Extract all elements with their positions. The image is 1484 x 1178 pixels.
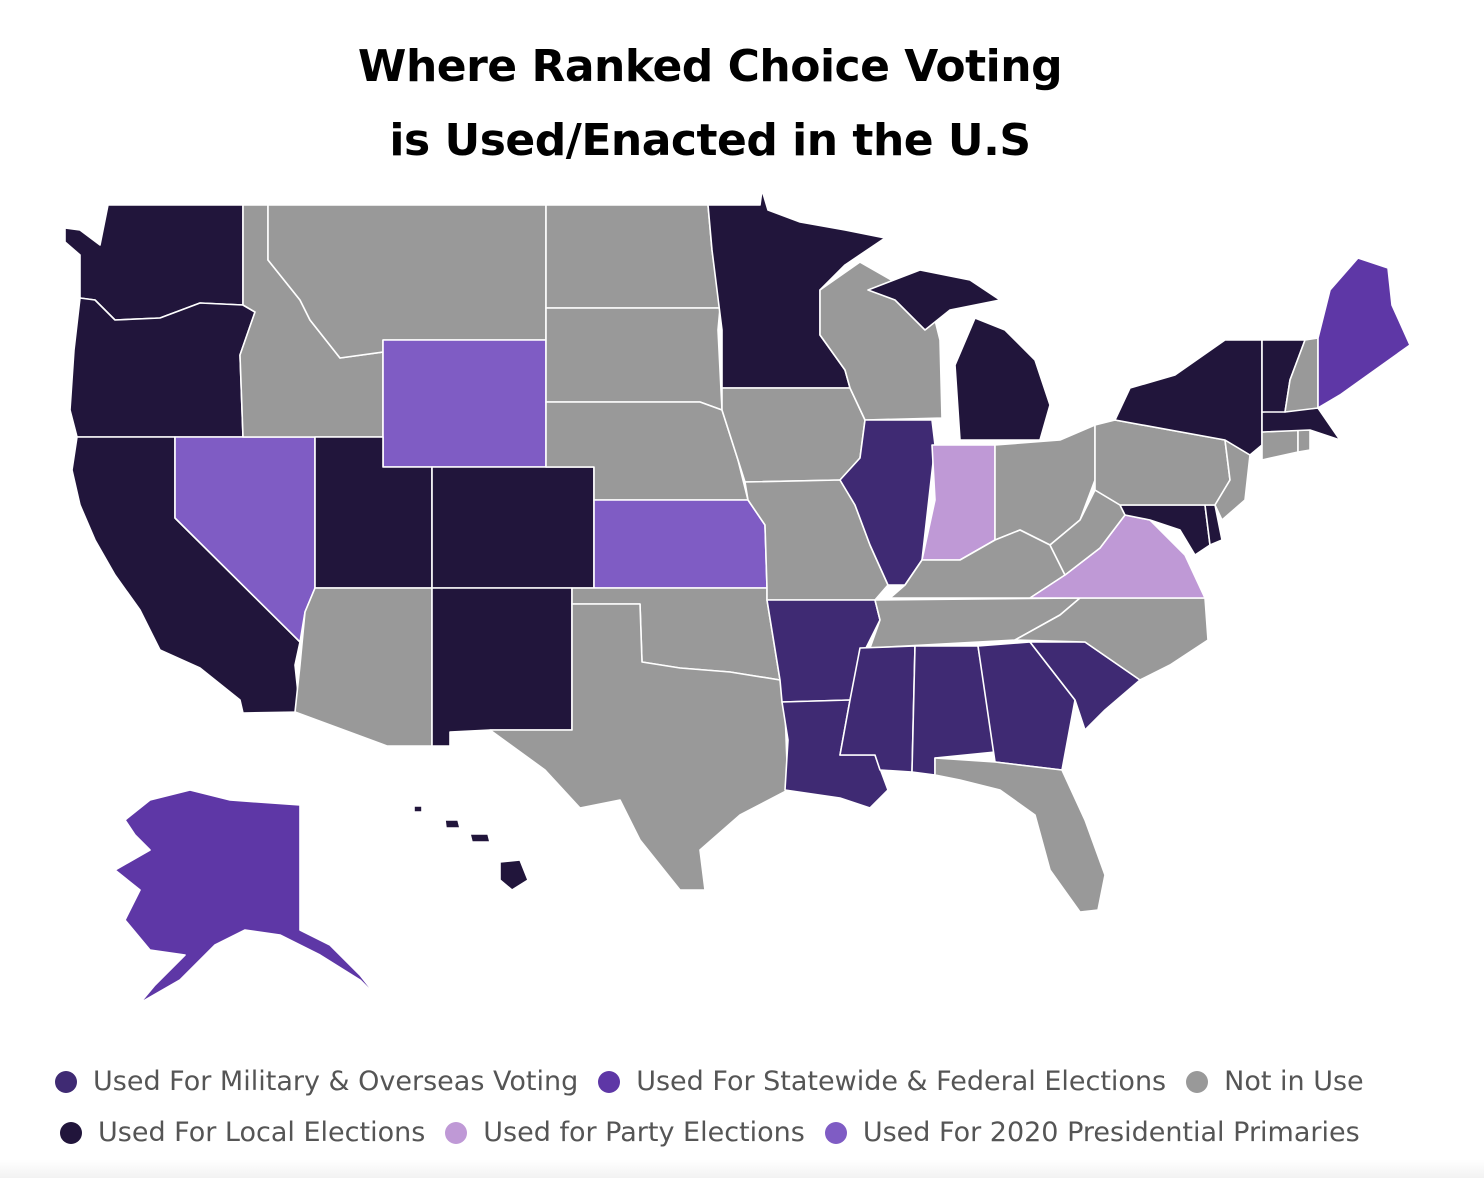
map-title-line-1: Where Ranked Choice Voting	[357, 41, 1063, 92]
legend-item-party: Used for Party Elections	[445, 1117, 805, 1148]
legend-label-primaries: Used For 2020 Presidential Primaries	[862, 1117, 1360, 1148]
legend-label-local: Used For Local Elections	[98, 1117, 426, 1148]
state-colorado[interactable]	[431, 466, 595, 589]
state-oregon[interactable]	[69, 297, 256, 438]
map-title: Where Ranked Choice Voting is Used/Enact…	[0, 30, 1420, 178]
legend-swatch-primaries	[824, 1121, 847, 1144]
state-north-dakota[interactable]	[545, 204, 721, 309]
legend-item-statewide: Used For Statewide & Federal Elections	[598, 1066, 1166, 1097]
legend-row-1: Used For Military & Overseas Voting Used…	[55, 1066, 1384, 1097]
bottom-shade	[0, 1160, 1484, 1178]
legend-label-party: Used for Party Elections	[483, 1117, 805, 1148]
state-arizona[interactable]	[294, 587, 433, 747]
legend-item-primaries: Used For 2020 Presidential Primaries	[824, 1117, 1360, 1148]
state-maine[interactable]	[1317, 257, 1411, 409]
state-rhode-island[interactable]	[1297, 429, 1311, 453]
legend-label-statewide: Used For Statewide & Federal Elections	[636, 1066, 1167, 1097]
legend-swatch-not-in-use	[1186, 1070, 1209, 1093]
legend-item-not-in-use: Not in Use	[1186, 1066, 1364, 1097]
state-florida[interactable]	[934, 757, 1106, 913]
state-kansas[interactable]	[593, 499, 768, 589]
state-michigan[interactable]	[867, 269, 1051, 441]
state-illinois[interactable]	[839, 419, 936, 586]
legend-row-2: Used For Local Elections Used for Party …	[60, 1117, 1380, 1148]
state-wyoming[interactable]	[382, 339, 547, 468]
state-south-dakota[interactable]	[545, 307, 723, 411]
state-iowa[interactable]	[721, 387, 866, 483]
state-new-hampshire[interactable]	[1284, 337, 1319, 413]
state-hawaii[interactable]	[413, 805, 529, 891]
state-north-carolina[interactable]	[1014, 597, 1209, 681]
state-alaska[interactable]	[114, 789, 379, 1004]
state-indiana[interactable]	[921, 444, 996, 561]
legend-label-not-in-use: Not in Use	[1224, 1066, 1364, 1097]
legend-swatch-military	[55, 1070, 77, 1093]
state-minnesota[interactable]	[707, 189, 886, 389]
legend-item-local: Used For Local Elections	[60, 1117, 425, 1148]
legend-swatch-party	[445, 1121, 468, 1144]
state-texas[interactable]	[489, 603, 789, 891]
state-georgia[interactable]	[977, 641, 1076, 771]
map-title-line-2: is Used/Enacted in the U.S	[389, 115, 1031, 166]
legend-swatch-local	[60, 1121, 82, 1144]
legend-label-military: Used For Military & Overseas Voting	[93, 1066, 579, 1097]
state-connecticut[interactable]	[1261, 429, 1299, 461]
legend-item-military: Used For Military & Overseas Voting	[55, 1066, 578, 1097]
legend-swatch-statewide	[598, 1070, 621, 1093]
state-new-mexico[interactable]	[431, 587, 573, 747]
